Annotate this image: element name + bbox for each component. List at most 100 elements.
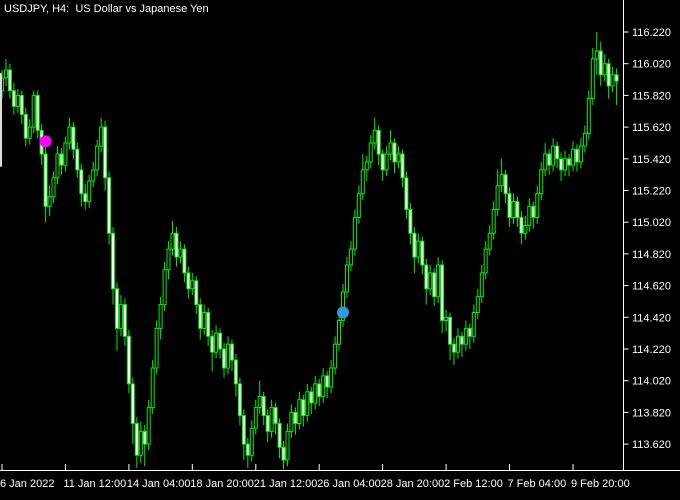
candle-body — [531, 205, 536, 218]
candle-body — [31, 94, 36, 128]
candle-body — [432, 272, 437, 298]
candle-body — [424, 264, 429, 290]
candle-body — [162, 269, 167, 306]
candle-body — [265, 415, 270, 432]
price-tick-label: 115.820 — [632, 90, 671, 102]
price-tick-label: 114.620 — [632, 281, 671, 293]
price-tick-label: 114.020 — [632, 376, 671, 388]
candle-body — [79, 169, 84, 195]
candle-body — [4, 69, 8, 79]
candle-body — [174, 232, 179, 258]
time-tick-label: 2 Feb 12:00 — [444, 478, 503, 490]
price-scale[interactable]: 116.220 116.020 115.820 115.620 115.420 115.2… — [623, 27, 671, 451]
candle-body — [507, 193, 512, 218]
candle-body — [134, 423, 139, 456]
candle-body — [408, 209, 413, 234]
time-tick-label: 26 Jan 04:00 — [317, 478, 381, 490]
candle-body — [511, 201, 516, 219]
candle-body — [348, 248, 353, 266]
candle-body — [118, 304, 123, 329]
time-tick-label: 18 Jan 20:00 — [190, 478, 254, 490]
candle-body — [150, 367, 155, 409]
candle-body — [400, 153, 405, 179]
candle-body — [495, 185, 500, 210]
price-tick-label: 113.620 — [632, 439, 671, 451]
candle-body — [273, 407, 278, 424]
candle-body — [487, 232, 492, 250]
candle-body — [555, 145, 560, 160]
candle-body — [55, 153, 60, 179]
candle-body — [404, 177, 409, 211]
candle-body — [388, 142, 393, 155]
candle-body — [233, 359, 238, 385]
candle-body — [384, 153, 389, 171]
candle-body — [337, 320, 341, 345]
magenta-signal-dot[interactable] — [39, 135, 52, 148]
candle-body — [194, 280, 199, 306]
candle-body — [551, 145, 556, 166]
candle-body — [253, 407, 258, 429]
candle-body — [567, 158, 571, 166]
candle-body — [99, 126, 104, 147]
candle-body — [448, 316, 452, 345]
candle-body — [107, 177, 112, 234]
candle-body — [519, 216, 524, 234]
candle-body — [610, 74, 615, 87]
candle-body — [479, 272, 484, 298]
candle-body — [83, 193, 88, 203]
candle-body — [380, 153, 385, 171]
candle-body — [590, 58, 595, 99]
candle-body — [412, 232, 417, 258]
candle-body — [317, 383, 322, 398]
candle-body — [301, 399, 306, 417]
candle-body — [202, 312, 207, 329]
blue-signal-dot[interactable] — [337, 306, 349, 319]
time-tick-label: 14 Jan 04:00 — [127, 478, 191, 490]
candle-body — [166, 248, 171, 271]
candle-body — [63, 142, 68, 166]
price-tick-label: 113.820 — [632, 407, 671, 419]
candle-body — [111, 232, 115, 290]
candle-body — [515, 201, 520, 219]
candle-body — [281, 446, 286, 461]
candle-body — [214, 332, 219, 353]
candle-body — [475, 296, 480, 314]
time-tick-label: 21 Jan 12:00 — [254, 478, 318, 490]
candle-body — [543, 153, 548, 171]
candle-body — [19, 94, 24, 115]
candle-body — [47, 196, 52, 207]
time-tick-label: 6 Jan 2022 — [0, 478, 54, 490]
time-tick-label: 7 Feb 04:00 — [508, 478, 567, 490]
candle-body — [87, 180, 92, 203]
candle-body — [356, 193, 361, 218]
candle-body — [122, 304, 127, 337]
price-tick-label: 114.820 — [632, 249, 671, 261]
candle-body — [440, 264, 445, 321]
candle-body — [436, 264, 441, 298]
candle-body — [269, 407, 274, 432]
candle-body — [582, 132, 587, 147]
candle-body — [206, 312, 211, 337]
candle-body — [428, 272, 433, 290]
candle-body — [574, 148, 579, 163]
candle-body — [368, 142, 373, 163]
candle-body — [142, 430, 147, 445]
price-tick-label: 115.620 — [632, 122, 671, 134]
candle-body — [614, 74, 619, 82]
candle-body — [452, 343, 456, 353]
candle-body — [571, 148, 575, 166]
candle-body — [527, 205, 532, 226]
candle-body — [594, 50, 599, 60]
candle-body — [67, 126, 72, 144]
candle-body — [491, 209, 496, 234]
candle-body — [396, 153, 401, 163]
time-scale[interactable]: 6 Jan 2022 11 Jan 12:00 14 Jan 04:00 18 Jan… — [0, 464, 630, 490]
candle-body — [237, 383, 242, 417]
time-tick-label: 9 Feb 20:00 — [571, 478, 630, 490]
candle-body — [43, 153, 48, 207]
candle-body — [586, 98, 591, 134]
candle-body — [186, 272, 191, 290]
candle-body — [444, 316, 449, 321]
